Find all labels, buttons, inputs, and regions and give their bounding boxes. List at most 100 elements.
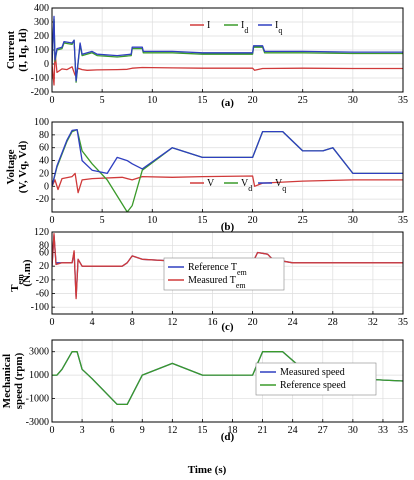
legend-entry: Reference Tem: [188, 262, 248, 277]
x-tick-label: 15: [197, 215, 207, 226]
x-tick-label: 35: [398, 215, 408, 226]
x-tick-label: 4: [90, 317, 95, 328]
series-line-2: [52, 18, 403, 83]
panel-caption: (b): [221, 221, 235, 233]
legend-entry: Vd: [241, 178, 252, 193]
x-tick-label: 0: [50, 425, 55, 436]
series-line-3: [52, 129, 403, 187]
y-tick-label: 3000: [29, 347, 49, 358]
x-tick-label: 0: [50, 317, 55, 328]
x-tick-label: 5: [100, 215, 105, 226]
y-axis-title: Mechanical: [1, 354, 13, 408]
series-line-2: [52, 233, 403, 300]
y-tick-label: -200: [31, 87, 49, 98]
panel-caption: (d): [221, 431, 235, 443]
x-tick-label: 10: [147, 215, 157, 226]
x-tick-label: 28: [328, 317, 338, 328]
plot-frame: [51, 231, 404, 315]
y-tick-label: 20: [39, 168, 49, 179]
x-tick-label: 30: [348, 425, 358, 436]
y-axis-label: Current (I, Iq, Id): [5, 28, 29, 72]
legend: I Id Iq: [190, 20, 282, 35]
x-tick-label: 18: [228, 425, 238, 436]
legend-entry: Vq: [275, 178, 286, 193]
legend-box: [163, 257, 285, 291]
legend-entry: Reference speed: [280, 380, 346, 391]
x-tick-label: 30: [348, 215, 358, 226]
x-tick-label: 35: [398, 425, 408, 436]
x-tick-label: 12: [167, 317, 177, 328]
x-tick-label: 3: [80, 425, 85, 436]
x-tick-label: 9: [140, 425, 145, 436]
y-tick-label: -20: [36, 194, 49, 205]
y-tick-label: 400: [34, 3, 49, 14]
x-tick-label: 35: [398, 317, 408, 328]
x-tick-label: 12: [167, 425, 177, 436]
legend-entry: Iq: [275, 20, 282, 35]
legend-entry: V: [207, 178, 215, 189]
y-tick-label: 100: [34, 117, 49, 128]
x-tick-label: 33: [378, 425, 388, 436]
panel-caption: (a): [221, 97, 234, 109]
chart-panel-a: 0 5 10 15 20 25 30 35-200-1000100200300400Curre…: [5, 3, 408, 109]
y-axis-label: Voltage (V, Vq, Vd): [5, 140, 29, 193]
x-tick-label: 21: [258, 425, 268, 436]
y-tick-label: 60: [39, 143, 49, 154]
y-tick-label: -20: [36, 275, 49, 286]
y-axis-subtitle: (I, Iq, Id): [17, 28, 29, 72]
plot-frame: [51, 121, 404, 213]
series-line-3: [52, 15, 403, 82]
y-tick-label: -60: [36, 289, 49, 300]
y-tick-label: 100: [34, 45, 49, 56]
y-tick-label: 80: [39, 130, 49, 141]
x-tick-label: 25: [298, 95, 308, 106]
y-tick-label: 300: [34, 17, 49, 28]
plot-frame: [51, 7, 404, 93]
series-line-1: [52, 52, 403, 86]
x-tick-label: 27: [318, 425, 328, 436]
x-tick-label: 10: [147, 95, 157, 106]
x-tick-label: 8: [130, 317, 135, 328]
y-axis-title: Voltage: [5, 149, 17, 184]
x-tick-label: 0: [50, 215, 55, 226]
x-tick-label: 20: [248, 215, 258, 226]
legend-entry: I: [207, 20, 210, 31]
y-tick-label: 0: [44, 59, 49, 70]
y-tick-label: 0: [44, 181, 49, 192]
x-tick-label: 6: [110, 425, 115, 436]
y-tick-label: 120: [34, 227, 49, 238]
y-tick-label: -100: [31, 73, 49, 84]
x-tick-label: 5: [100, 95, 105, 106]
x-tick-label: 30: [348, 95, 358, 106]
legend: Measured speed Reference speed: [255, 362, 377, 396]
y-tick-label: 80: [39, 241, 49, 252]
legend: V Vd Vq: [190, 178, 286, 193]
y-tick-label: 200: [34, 31, 49, 42]
y-tick-label: 60: [39, 248, 49, 259]
plot-area: [52, 15, 403, 86]
y-axis-label: Mechanical speed (rpm): [1, 352, 25, 409]
x-tick-label: 15: [197, 425, 207, 436]
legend-box: [255, 362, 377, 396]
x-tick-label: 24: [288, 425, 298, 436]
plot-frame: [51, 339, 404, 423]
y-tick-label: 1000: [29, 370, 49, 381]
plot-area: [52, 233, 403, 300]
x-tick-label: 16: [207, 317, 217, 328]
y-axis-label: Tem(N.m): [9, 259, 33, 292]
legend-entry: Id: [241, 20, 248, 35]
x-axis-title: Time (s): [188, 464, 227, 476]
y-axis-subtitle: (V, Vq, Vd): [17, 140, 29, 193]
chart-panel-d: 0 3 6 9 12 15 18 21 24 27 30 33 35 -3000 -1000 1000 3000…: [1, 339, 408, 443]
y-tick-label: -3000: [26, 417, 49, 428]
x-tick-label: 20: [248, 317, 258, 328]
x-tick-label: 24: [288, 317, 298, 328]
chart-panel-c: 0 4 8 12 16 20 24 28 32 35-100-60-20206080120Tem(…: [9, 227, 408, 333]
y-axis-title: Current: [5, 31, 17, 70]
x-tick-label: 25: [298, 215, 308, 226]
y-tick-label: 40: [39, 156, 49, 167]
y-axis-subtitle: (N.m): [21, 259, 33, 287]
